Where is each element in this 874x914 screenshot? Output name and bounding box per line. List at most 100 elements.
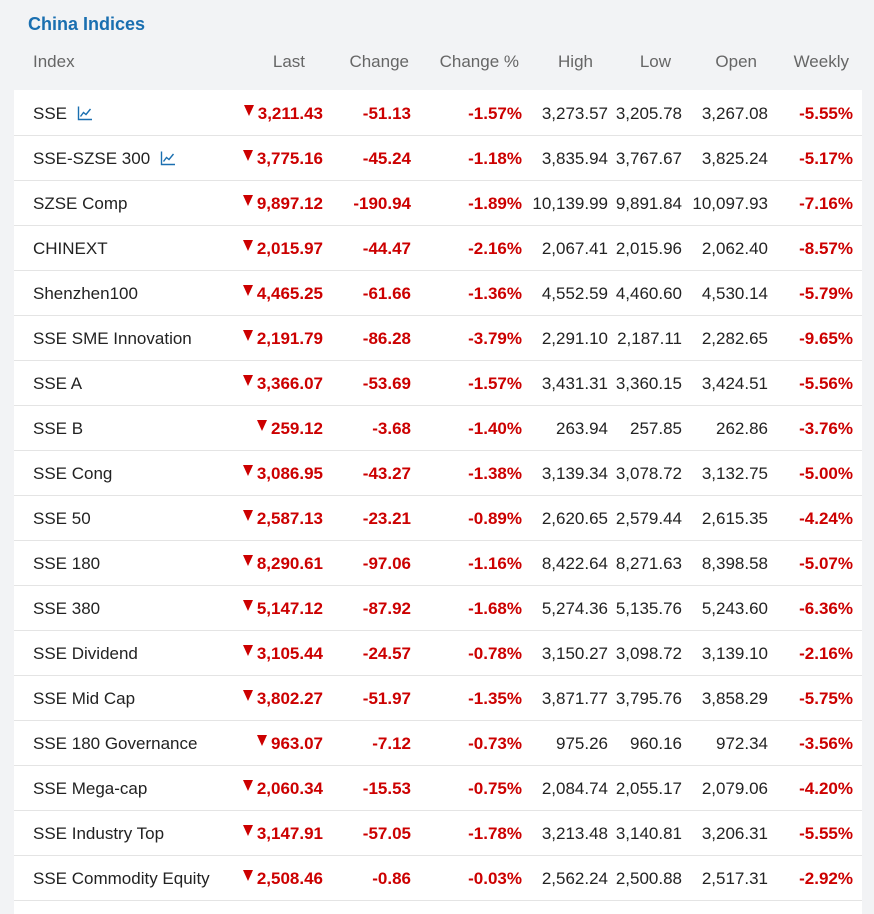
open-value: 2,079.06 xyxy=(701,779,768,798)
low-value: 2,579.44 xyxy=(615,509,682,528)
weekly-value: -3.76% xyxy=(799,419,853,438)
low-value: 3,767.67 xyxy=(615,149,682,168)
down-arrow-icon xyxy=(242,600,253,611)
table-row[interactable]: SSE Commodity Equity 2,508.46 -0.86 -0.03% 2… xyxy=(14,855,862,901)
weekly-value: -9.65% xyxy=(799,329,853,348)
last-value: 9,897.12 xyxy=(256,194,323,213)
index-name: SSE A xyxy=(33,374,83,393)
last-value: 259.12 xyxy=(271,419,323,438)
weekly-value: -5.75% xyxy=(799,689,853,708)
low-value: 3,140.81 xyxy=(615,824,682,843)
index-name-link[interactable]: SSE 180 Governance xyxy=(33,734,197,754)
change-value: -15.53 xyxy=(362,779,411,798)
index-name: SSE 380 xyxy=(33,599,101,618)
table-row[interactable]: SSE 180 8,290.61 -97.06 -1.16% 8,422.64 8,271… xyxy=(14,540,862,586)
index-name-link[interactable]: SSE A xyxy=(33,374,82,394)
table-row[interactable]: SSE 180 Governance 963.07 -7.12 -0.73% 975.2… xyxy=(14,720,862,766)
weekly-value: -5.07% xyxy=(799,554,853,573)
table-row[interactable]: SSE Industry Top 3,147.91 -57.05 -1.78% 3,21… xyxy=(14,810,862,856)
header-index[interactable]: Index xyxy=(33,52,75,71)
header-low[interactable]: Low xyxy=(639,52,671,71)
header-open[interactable]: Open xyxy=(715,52,757,71)
low-value: 2,015.96 xyxy=(615,239,682,258)
table-row[interactable]: SSE 3,211.43 -51.13 -1.57% 3,273.57 3,205.78 3… xyxy=(14,90,862,136)
index-name-link[interactable]: SSE Cong xyxy=(33,464,112,484)
index-name-link[interactable]: SSE 380 xyxy=(33,599,100,619)
table-row[interactable]: SZSE Comp 9,897.12 -190.94 -1.89% 10,139.99 9… xyxy=(14,180,862,226)
open-value: 10,097.93 xyxy=(692,194,768,213)
index-name-link[interactable]: SSE 180 xyxy=(33,554,100,574)
index-name-link[interactable]: SSE Mega-cap xyxy=(33,779,147,799)
index-name-link[interactable]: SSE Commodity Equity xyxy=(33,869,210,889)
weekly-value: -3.56% xyxy=(799,734,853,753)
change-value: -23.21 xyxy=(362,509,411,528)
change-value: -51.13 xyxy=(362,104,411,123)
table-row[interactable]: SSE SME Innovation 2,191.79 -86.28 -3.79% 2,… xyxy=(14,315,862,361)
change-value: -53.69 xyxy=(362,374,411,393)
table-row[interactable]: SSE-SZSE 300 3,775.16 -45.24 -1.18% 3,835.94… xyxy=(14,135,862,181)
change-value: -3.68 xyxy=(372,419,411,438)
index-name-link[interactable]: SSE-SZSE 300 xyxy=(33,149,176,169)
table-row[interactable]: Shenzhen100 4,465.25 -61.66 -1.36% 4,552.59 4… xyxy=(14,270,862,316)
table-row[interactable]: SSE B 259.12 -3.68 -1.40% 263.94 257.85 262.86… xyxy=(14,405,862,451)
table-row[interactable]: SSE 380 5,147.12 -87.92 -1.68% 5,274.36 5,135… xyxy=(14,585,862,631)
index-name: SZSE Comp xyxy=(33,194,128,213)
header-change-pct[interactable]: Change % xyxy=(439,52,519,71)
table-row[interactable]: SSE Dividend 3,105.44 -24.57 -0.78% 3,150.27… xyxy=(14,630,862,676)
open-value: 3,858.29 xyxy=(701,689,768,708)
index-name-link[interactable]: Shenzhen100 xyxy=(33,284,138,304)
high-value: 3,871.77 xyxy=(541,689,608,708)
index-name-link[interactable]: SZSE Comp xyxy=(33,194,127,214)
down-arrow-icon xyxy=(242,465,253,476)
index-name-link[interactable]: SSE Mid Cap xyxy=(33,689,135,709)
low-value: 960.16 xyxy=(630,734,682,753)
low-value: 9,891.84 xyxy=(615,194,682,213)
change-pct-value: -3.79% xyxy=(468,329,522,348)
table-row[interactable]: SSE A 3,366.07 -53.69 -1.57% 3,431.31 3,360.1… xyxy=(14,360,862,406)
index-name-link[interactable]: SSE Dividend xyxy=(33,644,138,664)
table-row[interactable]: SSE 50 2,587.13 -23.21 -0.89% 2,620.65 2,579.… xyxy=(14,495,862,541)
last-value: 3,366.07 xyxy=(256,374,323,393)
low-value: 5,135.76 xyxy=(615,599,682,618)
table-row[interactable]: CHINEXT 2,015.97 -44.47 -2.16% 2,067.41 2,015… xyxy=(14,225,862,271)
index-name-link[interactable]: SSE 50 xyxy=(33,509,91,529)
down-arrow-icon xyxy=(242,690,253,701)
open-value: 3,206.31 xyxy=(701,824,768,843)
change-pct-value: -1.38% xyxy=(468,464,522,483)
table-row[interactable]: SSE Mega-cap 2,060.34 -15.53 -0.75% 2,084.74… xyxy=(14,765,862,811)
line-chart-icon[interactable] xyxy=(160,150,176,166)
change-pct-value: -0.75% xyxy=(468,779,522,798)
down-arrow-icon xyxy=(243,105,254,116)
down-arrow-icon xyxy=(242,150,253,161)
weekly-value: -5.55% xyxy=(799,104,853,123)
high-value: 3,273.57 xyxy=(541,104,608,123)
down-arrow-icon xyxy=(257,735,267,746)
last-value: 3,775.16 xyxy=(256,149,323,168)
low-value: 3,098.72 xyxy=(615,644,682,663)
index-name-link[interactable]: CHINEXT xyxy=(33,239,108,259)
header-high[interactable]: High xyxy=(558,52,593,71)
index-name-link[interactable]: SSE B xyxy=(33,419,83,439)
header-change[interactable]: Change xyxy=(349,52,409,71)
line-chart-icon[interactable] xyxy=(77,105,93,121)
last-value: 8,290.61 xyxy=(256,554,323,573)
low-value: 3,078.72 xyxy=(615,464,682,483)
table-row[interactable]: SSE Cong 3,086.95 -43.27 -1.38% 3,139.34 3,07… xyxy=(14,450,862,496)
index-name-link[interactable]: SSE Industry Top xyxy=(33,824,164,844)
header-last[interactable]: Last xyxy=(272,52,305,71)
index-name-link[interactable]: SSE xyxy=(33,104,93,124)
index-name: SSE B xyxy=(33,419,84,438)
index-name: SSE 50 xyxy=(33,509,91,528)
table-row[interactable]: SSE Mid Cap 3,802.27 -51.97 -1.35% 3,871.77 3… xyxy=(14,675,862,721)
low-value: 2,187.11 xyxy=(617,329,682,348)
change-pct-value: -1.36% xyxy=(468,284,522,303)
change-value: -87.92 xyxy=(362,599,411,618)
change-pct-value: -1.89% xyxy=(468,194,522,213)
header-weekly[interactable]: Weekly xyxy=(793,52,849,71)
high-value: 2,067.41 xyxy=(541,239,608,258)
last-value: 3,147.91 xyxy=(256,824,323,843)
open-value: 262.86 xyxy=(716,419,768,438)
high-value: 2,291.10 xyxy=(541,329,608,348)
down-arrow-icon xyxy=(257,420,267,431)
index-name-link[interactable]: SSE SME Innovation xyxy=(33,329,192,349)
